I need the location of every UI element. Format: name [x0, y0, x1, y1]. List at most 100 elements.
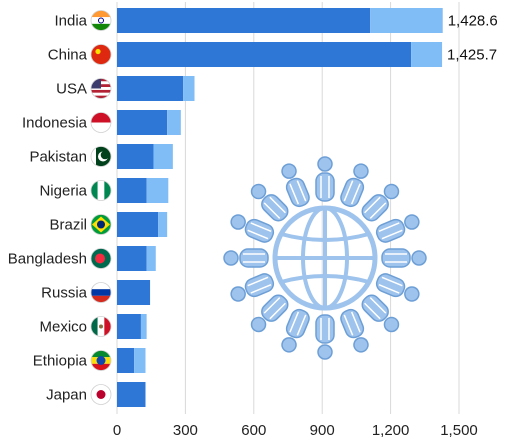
person-icon	[250, 294, 289, 333]
person-body	[340, 308, 365, 339]
people-around-globe-icon	[223, 156, 427, 360]
bar-mexico-segment-1	[117, 314, 141, 339]
bar-bangladesh-segment-1	[117, 246, 147, 271]
bar-usa-segment-2	[183, 76, 195, 101]
person-arm	[269, 196, 286, 214]
category-label: Indonesia	[22, 115, 88, 132]
x-tick-label: 300	[173, 422, 198, 439]
person-body	[375, 273, 406, 298]
bar-pakistan-segment-1	[117, 144, 154, 169]
brazil-flag-icon	[90, 214, 112, 235]
flag-border	[90, 350, 112, 371]
person-arm	[250, 222, 272, 233]
category-label: China	[48, 47, 88, 64]
bar-brazil-segment-2	[158, 212, 168, 237]
category-label: Mexico	[39, 319, 87, 336]
person-arm	[350, 311, 361, 333]
bar-bangladesh-segment-2	[146, 246, 156, 271]
person-icon	[361, 294, 400, 333]
person-arm	[350, 183, 361, 205]
bar-china-segment-2	[411, 42, 443, 67]
category-label: USA	[56, 81, 87, 98]
person-arm	[296, 180, 307, 202]
person-arm	[364, 302, 381, 320]
bar-brazil-segment-1	[117, 212, 159, 237]
person-icon	[230, 214, 275, 243]
person-head	[383, 183, 400, 200]
x-axis-ticks: 0 300 600 900 1,200 1,500	[113, 422, 478, 439]
person-body	[239, 248, 269, 268]
globe-latitude	[280, 274, 370, 284]
person-icon	[281, 163, 310, 208]
bar-china-segment-1	[117, 42, 412, 67]
flag-border	[90, 180, 112, 201]
person-arm	[263, 202, 281, 219]
flag-border	[90, 146, 112, 167]
person-head	[223, 250, 239, 266]
category-label: Ethiopia	[33, 353, 88, 370]
person-icon	[361, 183, 400, 222]
person-arm	[369, 202, 387, 219]
category-label: India	[54, 13, 87, 30]
ethiopia-flag-icon	[90, 350, 112, 371]
bar-indonesia-segment-1	[117, 110, 168, 135]
bar-usa-segment-1	[117, 76, 184, 101]
person-body	[244, 218, 275, 243]
pakistan-flag-icon	[90, 146, 112, 167]
person-arm	[378, 283, 400, 294]
person-arm	[269, 302, 286, 320]
person-body	[375, 218, 406, 243]
person-arm	[247, 229, 269, 240]
person-head	[230, 286, 246, 302]
person-head	[404, 286, 420, 302]
gridlines	[116, 2, 460, 414]
flag-border	[90, 248, 112, 269]
person-head	[250, 183, 267, 200]
person-arm	[343, 314, 354, 336]
flags	[90, 10, 112, 405]
person-icon	[381, 248, 427, 268]
usa-flag-icon	[90, 78, 112, 99]
person-arm	[381, 229, 403, 240]
bar-india-segment-2	[370, 8, 443, 33]
x-tick-label: 1,200	[372, 422, 410, 439]
bar-nigeria-segment-2	[146, 178, 169, 203]
person-head	[250, 316, 267, 333]
x-tick-label: 900	[310, 422, 335, 439]
flag-border	[90, 214, 112, 235]
x-tick-label: 1,500	[440, 422, 478, 439]
flag-border	[90, 112, 112, 133]
person-body	[315, 314, 335, 344]
person-body	[244, 273, 275, 298]
person-head	[317, 156, 333, 172]
person-icon	[340, 308, 369, 353]
bar-ethiopia-segment-1	[117, 348, 135, 373]
person-arm	[296, 314, 307, 336]
bar-pakistan-segment-2	[153, 144, 173, 169]
person-body	[261, 194, 289, 222]
data-label: 1,425.7	[447, 47, 497, 64]
person-body	[285, 308, 310, 339]
bar-nigeria-segment-1	[117, 178, 147, 203]
flag-border	[90, 78, 112, 99]
russia-flag-icon	[90, 282, 112, 303]
category-labels: India China USA Indonesia Pakistan Nigeria Bra…	[8, 13, 88, 404]
bar-mexico-segment-2	[140, 314, 147, 339]
category-label: Bangladesh	[8, 251, 87, 268]
bar-ethiopia-segment-2	[134, 348, 146, 373]
person-head	[353, 163, 369, 179]
china-flag-icon	[90, 44, 112, 65]
person-icon	[250, 183, 289, 222]
person-body	[361, 294, 389, 322]
person-body	[381, 248, 411, 268]
globe-latitude	[280, 232, 370, 242]
person-head	[404, 214, 420, 230]
data-labels: 1,428.6 1,425.7	[447, 13, 498, 64]
person-body	[340, 177, 365, 208]
person-head	[383, 316, 400, 333]
person-head	[281, 163, 297, 179]
person-arm	[381, 276, 403, 287]
bar-japan-segment-1	[117, 382, 146, 407]
